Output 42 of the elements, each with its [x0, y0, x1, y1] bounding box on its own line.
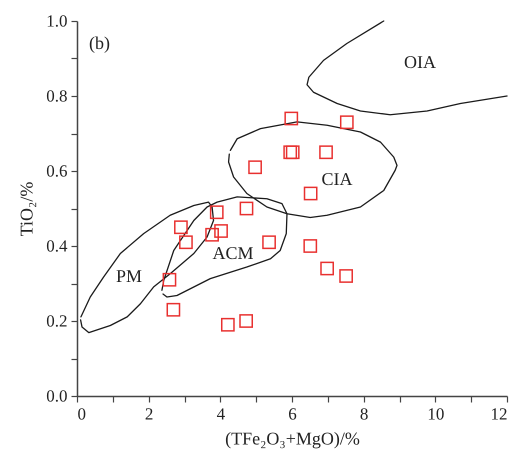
annotation: (b) — [89, 33, 110, 53]
y-tick-label: 0.8 — [46, 86, 68, 106]
y-axis-title: TiO₂/% — [16, 182, 36, 236]
point — [262, 235, 276, 250]
y-tick-label: 0.4 — [46, 236, 68, 256]
x-tick-label: 4 — [216, 404, 226, 424]
point — [214, 224, 228, 238]
x-tick-label: 10 — [427, 404, 444, 424]
x-tick-label: 6 — [288, 404, 297, 424]
annotation: CIA — [322, 169, 352, 189]
x-tick-label: 0 — [78, 404, 86, 424]
point — [179, 235, 193, 250]
point — [339, 269, 353, 283]
point — [174, 220, 188, 234]
y-tick-label: 0.0 — [46, 386, 68, 406]
point — [319, 145, 333, 160]
point — [239, 314, 254, 328]
point — [248, 160, 262, 174]
point — [320, 262, 334, 276]
x-axis-title: (TFe₂O₃+MgO)/% — [225, 428, 360, 448]
annotation: ACM — [212, 243, 254, 263]
point — [286, 145, 300, 160]
point — [304, 186, 318, 200]
point — [303, 239, 318, 253]
x-tick-label: 8 — [360, 404, 368, 424]
point — [210, 205, 224, 220]
point — [240, 202, 254, 216]
line-series — [306, 20, 508, 116]
point — [284, 112, 298, 126]
point — [340, 115, 354, 130]
point — [220, 318, 235, 332]
point — [205, 228, 219, 242]
x-tick-label: 2 — [144, 404, 154, 424]
y-tick-label: 0.6 — [46, 162, 68, 180]
y-tick-label: 1.0 — [46, 12, 68, 30]
x-tick-label: 12 — [490, 404, 508, 424]
point — [166, 302, 180, 317]
annotation: PM — [116, 266, 142, 286]
point — [162, 272, 176, 287]
point — [283, 145, 298, 160]
y-tick-label: 0.2 — [46, 312, 68, 330]
annotation: OIA — [404, 52, 436, 72]
